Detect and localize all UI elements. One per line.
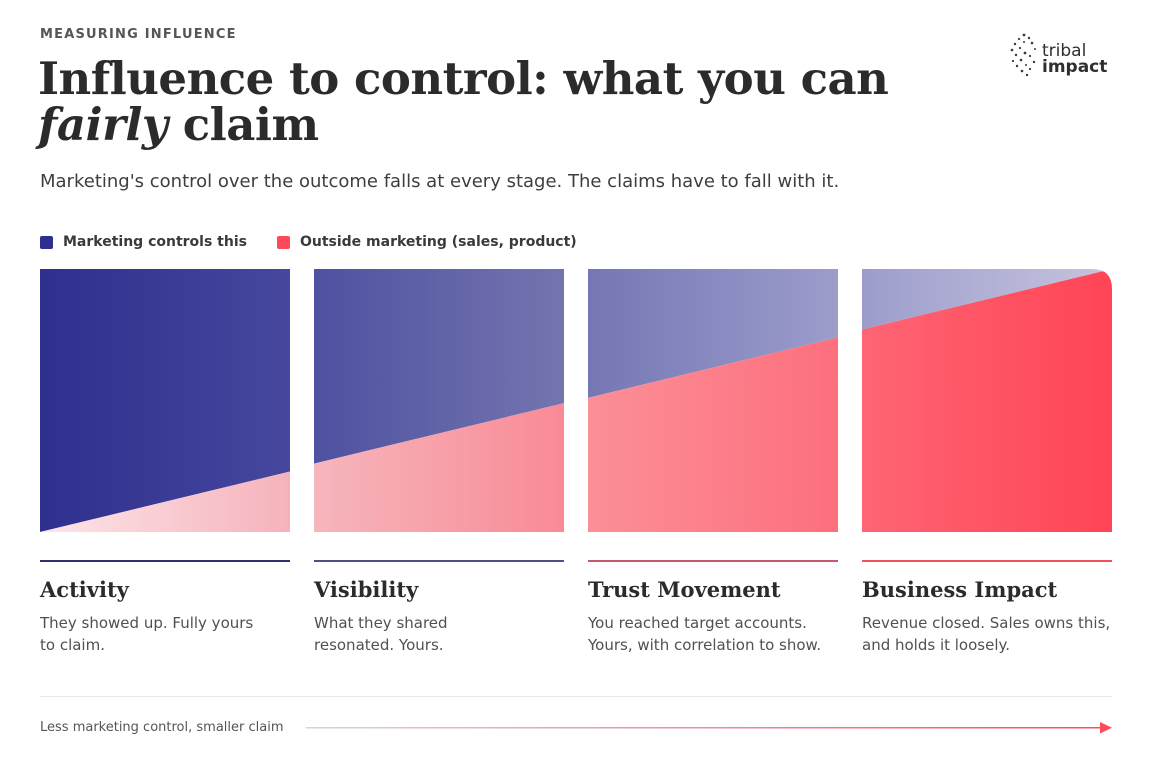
legend-label-marketing: Marketing controls this <box>63 234 247 250</box>
stage-desc-activity: They showed up. Fully yours to claim. <box>40 612 290 656</box>
stage-panel-business <box>862 269 1112 532</box>
stage-rule-business <box>862 560 1112 562</box>
tribal-impact-logo: tribal impact <box>1010 32 1120 80</box>
outside-area-activity <box>40 471 290 532</box>
stage-panel-trust <box>588 269 838 532</box>
title-line-2: claim <box>182 98 319 151</box>
stage-desc-line: What they shared <box>314 614 448 632</box>
outside-area-trust <box>588 337 838 532</box>
legend: Marketing controls this Outside marketin… <box>40 234 577 250</box>
stage-desc-line: and holds it loosely. <box>862 636 1011 654</box>
stage-desc-line: Yours, with correlation to show. <box>588 636 822 654</box>
eyebrow: MEASURING INFLUENCE <box>40 27 237 42</box>
axis-label: Less marketing control, smaller claim <box>40 720 284 735</box>
footer-divider <box>40 696 1112 697</box>
legend-item-outside: Outside marketing (sales, product) <box>276 234 577 250</box>
title-emphasis: fairly <box>38 98 168 151</box>
stage-rule-activity <box>40 560 290 562</box>
outside-area-business <box>862 269 1112 532</box>
outside-area-visibility <box>314 403 564 532</box>
legend-label-outside: Outside marketing (sales, product) <box>299 234 577 250</box>
logo-word-tribal: tribal <box>1042 41 1087 61</box>
right-arrow-icon <box>306 722 1112 734</box>
legend-item-marketing: Marketing controls this <box>40 234 247 250</box>
stage-panels <box>40 269 1112 532</box>
stage-title-visibility: Visibility <box>314 577 419 602</box>
stage-desc-line: to claim. <box>40 636 105 654</box>
logo-word-impact: impact <box>1042 57 1108 77</box>
stage-title-activity: Activity <box>40 577 129 602</box>
stage-rule-trust <box>588 560 838 562</box>
legend-swatch-outside <box>276 235 290 249</box>
logo-dots-icon <box>1010 33 1036 77</box>
marketing-area-visibility <box>314 269 564 464</box>
title-line-1: Influence to control: what you can <box>38 52 889 105</box>
stage-desc-business: Revenue closed. Sales owns this, and hol… <box>862 612 1112 656</box>
marketing-area-trust <box>588 269 838 398</box>
subtitle: Marketing's control over the outcome fal… <box>40 171 840 192</box>
stage-title-trust: Trust Movement <box>588 577 781 602</box>
marketing-area-activity <box>40 269 290 532</box>
stage-title-business: Business Impact <box>862 577 1058 602</box>
stage-desc-line: You reached target accounts. <box>588 614 807 632</box>
stage-panel-activity <box>40 269 290 532</box>
page-title: Influence to control: what you can fairl… <box>38 56 898 148</box>
stage-desc-line: Revenue closed. Sales owns this, <box>862 614 1111 632</box>
stage-panel-visibility <box>314 269 564 532</box>
stage-desc-line: They showed up. Fully yours <box>40 614 254 632</box>
stage-desc-trust: You reached target accounts. Yours, with… <box>588 612 838 656</box>
stage-rule-visibility <box>314 560 564 562</box>
stage-desc-line: resonated. Yours. <box>314 636 444 654</box>
stage-desc-visibility: What they shared resonated. Yours. <box>314 612 564 656</box>
legend-swatch-marketing <box>40 235 53 249</box>
